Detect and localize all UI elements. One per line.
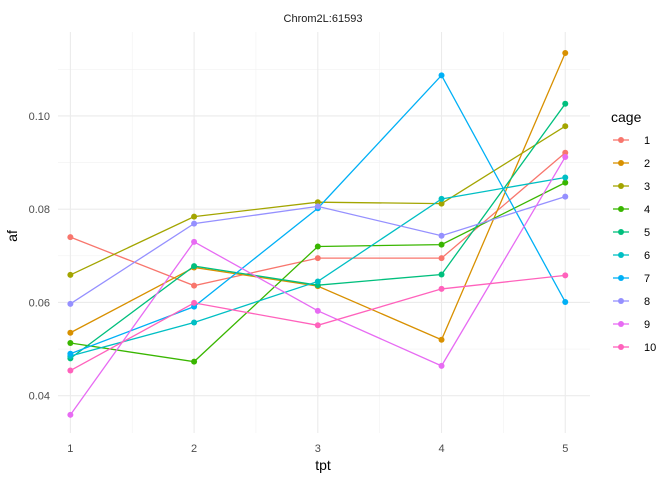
legend-label-cage-8: 8 [644, 296, 650, 308]
data-point-cage-2 [438, 336, 445, 343]
data-point-cage-5 [438, 271, 445, 278]
y-tick-label: 0.06 [29, 297, 50, 309]
legend-key-point-cage-10 [618, 344, 624, 350]
legend-label-cage-5: 5 [644, 227, 650, 239]
data-point-cage-9 [562, 153, 569, 160]
legend-key-point-cage-7 [618, 275, 624, 281]
legend: cage 1 2 3 4 5 6 7 8 9 10 [611, 109, 656, 354]
data-point-cage-3 [314, 199, 321, 206]
data-point-cage-5 [562, 100, 569, 107]
axes: 1 2 3 4 5 0.04 0.06 0.08 0.10 [29, 111, 569, 455]
data-point-cage-1 [562, 149, 569, 156]
x-tick-label: 3 [315, 443, 321, 455]
data-point-cage-8 [67, 300, 74, 307]
data-point-cage-1 [191, 282, 198, 289]
data-point-cage-10 [562, 272, 569, 279]
legend-label-cage-6: 6 [644, 250, 650, 262]
data-point-cage-8 [191, 220, 198, 227]
legend-key-point-cage-4 [618, 206, 624, 212]
data-point-cage-6 [438, 195, 445, 202]
legend-label-cage-1: 1 [644, 135, 650, 147]
data-point-cage-4 [191, 358, 198, 365]
data-point-cage-7 [562, 298, 569, 305]
data-point-cage-10 [191, 299, 198, 306]
legend-key-point-cage-1 [618, 137, 624, 143]
legend-label-cage-3: 3 [644, 181, 650, 193]
legend-title: cage [611, 109, 642, 125]
x-tick-label: 2 [191, 443, 197, 455]
legend-key-point-cage-8 [618, 298, 624, 304]
data-point-cage-2 [67, 329, 74, 336]
data-point-cage-4 [438, 241, 445, 248]
data-point-cage-1 [314, 255, 321, 262]
data-point-cage-8 [314, 203, 321, 210]
data-point-cage-8 [438, 232, 445, 239]
data-point-cage-3 [438, 200, 445, 207]
data-point-cage-3 [67, 271, 74, 278]
x-tick-label: 1 [67, 443, 73, 455]
legend-label-cage-4: 4 [644, 204, 650, 216]
data-point-cage-9 [438, 362, 445, 369]
grid [58, 32, 590, 433]
data-point-cage-5 [191, 263, 198, 270]
legend-key-point-cage-6 [618, 252, 624, 258]
data-point-cage-6 [191, 319, 198, 326]
data-point-cage-7 [67, 350, 74, 357]
data-point-cage-3 [562, 123, 569, 130]
data-point-cage-6 [562, 174, 569, 181]
data-point-cage-10 [314, 322, 321, 329]
data-point-cage-8 [562, 193, 569, 200]
data-point-cage-6 [314, 278, 321, 285]
legend-label-cage-2: 2 [644, 158, 650, 170]
x-axis-title: tpt [315, 457, 331, 473]
data-point-cage-4 [314, 243, 321, 250]
y-tick-label: 0.04 [29, 391, 50, 403]
legend-key-point-cage-9 [618, 321, 624, 327]
data-point-cage-9 [67, 411, 74, 418]
data-point-cage-9 [314, 307, 321, 314]
y-axis-title: af [4, 230, 20, 242]
data-point-cage-9 [191, 238, 198, 245]
x-tick-label: 5 [562, 443, 568, 455]
data-point-cage-1 [438, 255, 445, 262]
y-tick-label: 0.08 [29, 204, 50, 216]
legend-key-point-cage-2 [618, 160, 624, 166]
data-point-cage-4 [67, 340, 74, 347]
y-tick-label: 0.10 [29, 111, 50, 123]
legend-key-point-cage-3 [618, 183, 624, 189]
data-point-cage-7 [438, 72, 445, 79]
legend-key-point-cage-5 [618, 229, 624, 235]
data-point-cage-10 [67, 367, 74, 374]
chart-title: Chrom2L:61593 [284, 13, 363, 25]
data-point-cage-3 [191, 213, 198, 220]
data-point-cage-2 [562, 49, 569, 56]
x-tick-label: 4 [438, 443, 444, 455]
data-point-cage-10 [438, 285, 445, 292]
legend-label-cage-9: 9 [644, 319, 650, 331]
legend-label-cage-10: 10 [644, 342, 656, 354]
series-layer [67, 49, 569, 418]
legend-label-cage-7: 7 [644, 273, 650, 285]
data-point-cage-4 [562, 179, 569, 186]
data-point-cage-1 [67, 234, 74, 241]
